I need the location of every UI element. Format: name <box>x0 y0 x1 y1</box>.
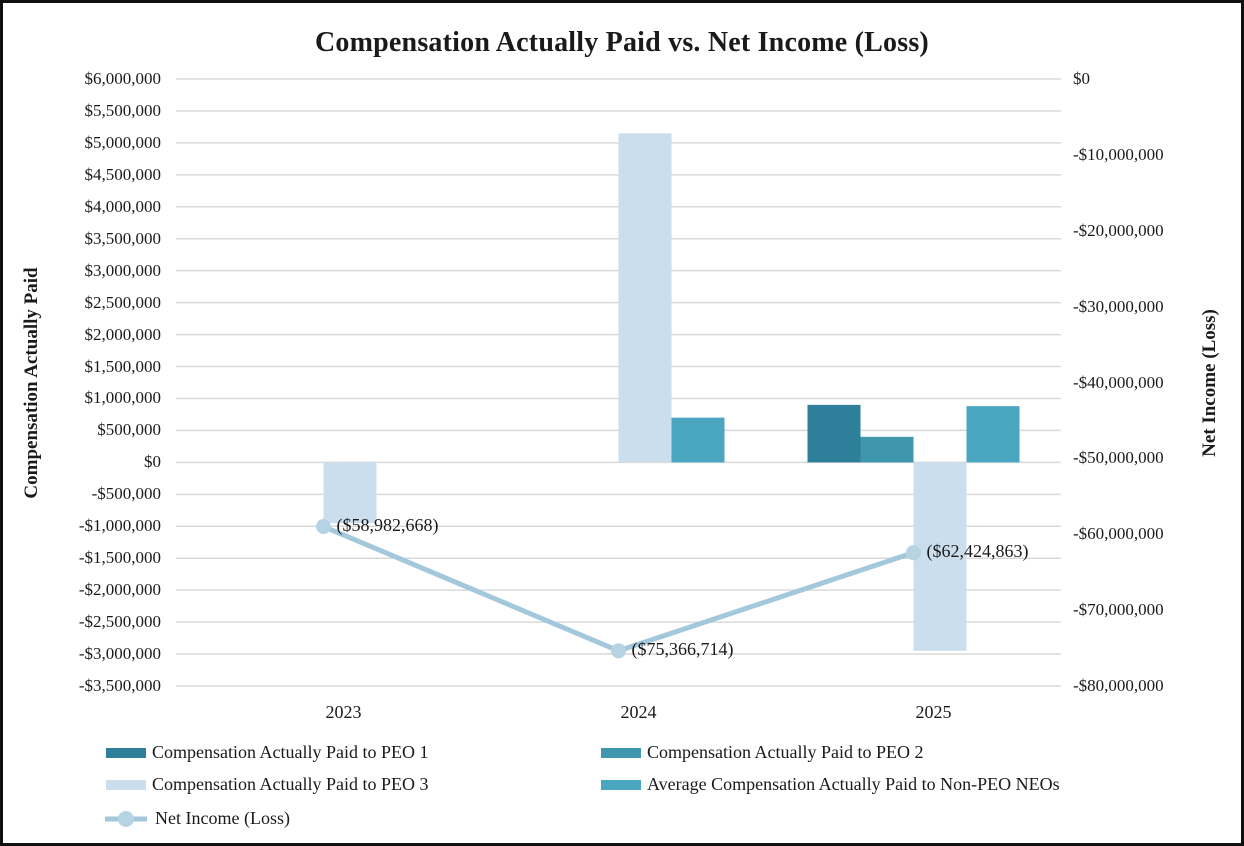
net-income-marker <box>611 643 626 659</box>
right-axis-tick: -$60,000,000 <box>1073 524 1164 544</box>
bar <box>913 462 967 651</box>
left-axis-tick: $1,000,000 <box>84 388 162 408</box>
left-axis-tick: -$1,000,000 <box>78 516 161 536</box>
right-axis-tick: -$30,000,000 <box>1073 296 1164 316</box>
line-data-label: ($58,982,668) <box>336 514 439 535</box>
left-axis-tick: $3,500,000 <box>84 228 162 248</box>
bar <box>671 417 725 463</box>
legend-swatch-peo3 <box>106 779 146 790</box>
legend-label: Average Compensation Actually Paid to No… <box>647 774 1060 794</box>
left-axis-tick: -$1,500,000 <box>78 548 161 568</box>
left-axis-tick: -$500,000 <box>91 484 161 504</box>
left-axis-tick: -$2,000,000 <box>78 580 161 600</box>
x-axis-label: 2024 <box>620 702 657 722</box>
legend-item-peo1: Compensation Actually Paid to PEO 1 <box>106 742 429 763</box>
right-axis-tick: -$80,000,000 <box>1073 676 1164 695</box>
x-axis-label: 2025 <box>915 702 952 722</box>
left-axis-tick: $500,000 <box>97 420 161 440</box>
bar <box>860 436 914 463</box>
legend-swatch-non-peo-neos <box>601 779 641 790</box>
net-income-marker <box>316 519 331 535</box>
left-axis-tick: $4,500,000 <box>84 164 162 184</box>
line-data-label: ($75,366,714) <box>631 638 734 659</box>
chart-title: Compensation Actually Paid vs. Net Incom… <box>315 27 929 58</box>
right-axis-tick: $0 <box>1073 69 1090 88</box>
legend-item-net-income: Net Income (Loss) <box>103 808 290 829</box>
left-axis-tick: $3,000,000 <box>84 260 162 280</box>
left-axis-tick: $4,000,000 <box>84 196 162 216</box>
legend-item-non-peo-neos: Average Compensation Actually Paid to No… <box>601 774 1060 795</box>
legend-label: Compensation Actually Paid to PEO 3 <box>152 774 429 794</box>
left-axis-tick: -$3,500,000 <box>78 676 161 695</box>
legend-label: Compensation Actually Paid to PEO 2 <box>647 742 924 762</box>
legend-label: Net Income (Loss) <box>155 808 290 828</box>
left-axis-tick: -$2,500,000 <box>78 612 161 632</box>
left-axis-tick: $5,500,000 <box>84 100 162 120</box>
left-axis-tick: -$3,000,000 <box>78 644 161 664</box>
right-axis-tick: -$40,000,000 <box>1073 372 1164 392</box>
right-axis-tick: -$70,000,000 <box>1073 600 1164 620</box>
bar <box>807 404 861 463</box>
bar <box>618 133 672 463</box>
legend-item-peo3: Compensation Actually Paid to PEO 3 <box>106 774 429 795</box>
left-axis-tick: $5,000,000 <box>84 132 162 152</box>
bar <box>966 406 1020 463</box>
line-data-label: ($62,424,863) <box>926 540 1029 561</box>
right-axis-tick: -$20,000,000 <box>1073 220 1164 240</box>
left-axis-tick: $1,500,000 <box>84 356 162 376</box>
plot-area <box>176 78 1061 687</box>
left-axis-tick: $0 <box>144 452 161 472</box>
left-axis-tick: $6,000,000 <box>84 69 162 88</box>
net-income-marker <box>906 545 921 561</box>
legend-swatch-peo1 <box>106 747 146 758</box>
legend-swatch-peo2 <box>601 747 641 758</box>
right-axis-tick: -$10,000,000 <box>1073 144 1164 164</box>
net-income-line <box>322 524 915 654</box>
legend-item-peo2: Compensation Actually Paid to PEO 2 <box>601 742 924 763</box>
bar <box>323 462 377 524</box>
left-axis-tick: $2,500,000 <box>84 292 162 312</box>
legend-label: Compensation Actually Paid to PEO 1 <box>152 742 429 762</box>
right-axis-tick: -$50,000,000 <box>1073 448 1164 468</box>
left-axis-tick: $2,000,000 <box>84 324 162 344</box>
legend-line-swatch <box>105 810 147 827</box>
x-axis-label: 2023 <box>325 702 362 722</box>
